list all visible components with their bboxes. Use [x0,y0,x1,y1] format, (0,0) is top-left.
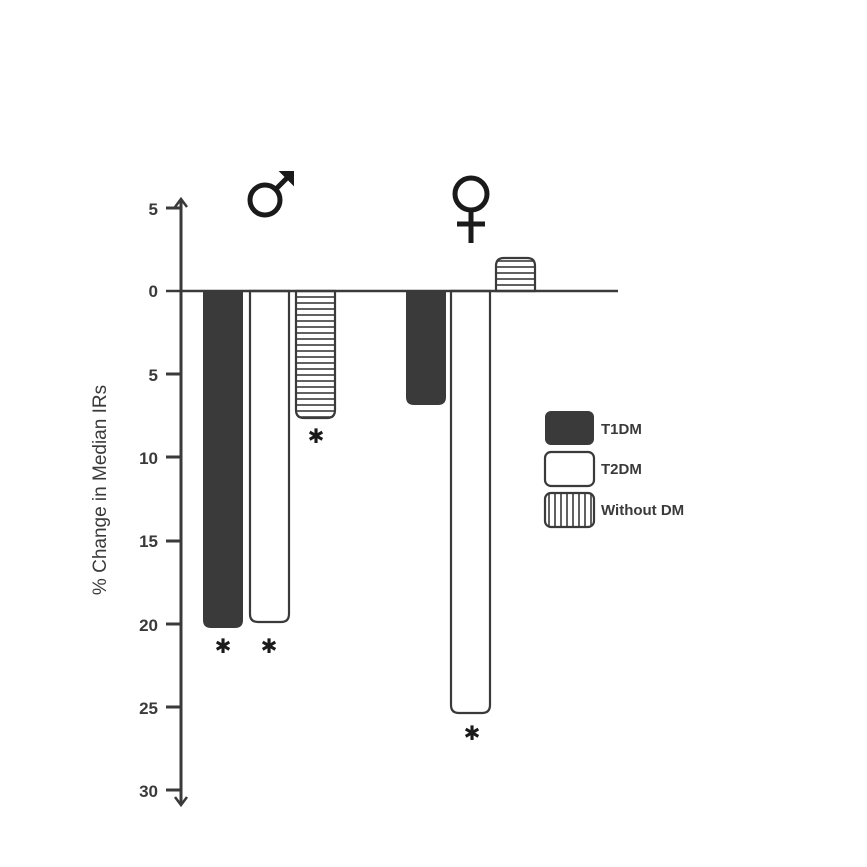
bar-male-t2dm [248,289,291,624]
star-male-t1dm: ✱ [215,634,232,658]
y-axis [174,196,188,808]
y-tick-label: 20 [139,616,158,635]
y-tick-label: 5 [149,366,158,385]
y-tick-label: 5 [149,200,158,219]
male-symbol-icon [247,171,294,218]
y-tick-label: 25 [139,699,158,718]
bar-male-t1dm [203,291,243,628]
legend-label-t2dm: T2DM [601,461,642,478]
bar-female-without-dm [494,256,537,293]
star-male-t2dm: ✱ [261,634,278,658]
y-axis-title: % Change in Median IRs [90,385,111,595]
y-tick-label: 15 [139,532,158,551]
y-tick-label: 30 [139,782,158,801]
y-tick-label: 0 [149,282,158,301]
y-tick-label: 10 [139,449,158,468]
star-female-t2dm: ✱ [464,721,481,745]
bar-female-t1dm [406,291,446,405]
male-bars [203,289,337,628]
star-male-without-dm: ✱ [308,424,325,448]
y-ticks: 5 0 5 10 15 20 25 30 [139,200,181,801]
bar-male-without-dm [294,289,337,420]
legend-label-without-dm: Without DM [601,502,684,519]
significance-markers: ✱ ✱ ✱ ✱ [215,424,481,745]
legend-swatch-t1dm [545,411,594,445]
legend: T1DM T2DM Without DM [543,411,684,529]
legend-label-t1dm: T1DM [601,421,642,438]
legend-swatch-without-dm [543,491,596,529]
female-bars [406,256,537,715]
bar-female-t2dm [449,289,492,715]
female-symbol-icon [452,175,490,243]
legend-swatch-t2dm [543,450,596,488]
